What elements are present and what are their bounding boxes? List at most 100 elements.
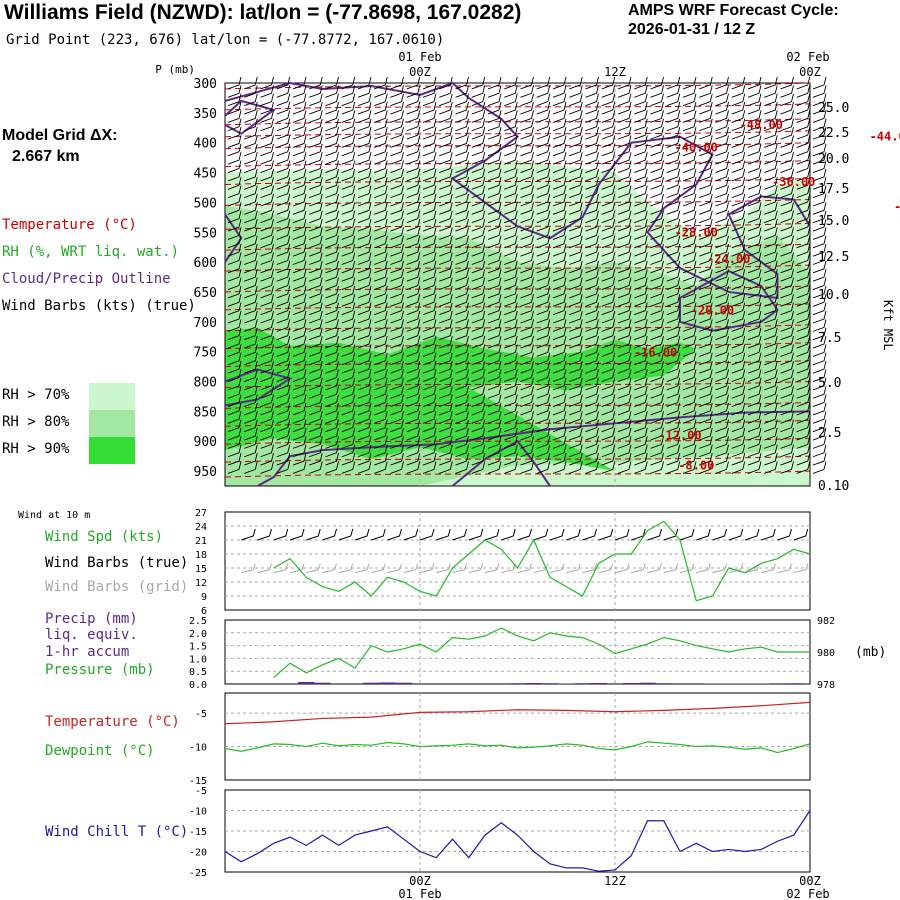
wind-barb [585, 277, 599, 290]
wind-barb [796, 244, 811, 257]
wind-barb [552, 402, 567, 416]
wind-barb [715, 277, 729, 290]
wind-barb-true [614, 528, 630, 541]
wind-barb-grid [728, 563, 744, 574]
wind-barb [552, 127, 567, 140]
wind-barb [699, 193, 713, 207]
wind-barb [780, 436, 794, 449]
wind-barb [276, 244, 291, 257]
wind-barb [569, 85, 583, 98]
wind-barb [276, 185, 291, 199]
wind-barb [764, 302, 778, 316]
wind-barb [374, 285, 388, 299]
wind-barb [439, 344, 453, 357]
wind-barb [439, 118, 453, 132]
wind-barb [812, 210, 827, 224]
wind-barb [617, 269, 632, 282]
wind-barb [276, 319, 291, 332]
wind-barb [796, 402, 811, 416]
wind-barb [634, 294, 648, 307]
wind-barb [747, 344, 762, 357]
wind-barb [357, 143, 372, 157]
wind-barb [569, 427, 583, 441]
wind-barb [406, 461, 421, 474]
wind-barb [666, 193, 681, 207]
wind-barb [617, 436, 632, 449]
wind-barb [504, 335, 518, 349]
wind-barb [552, 193, 567, 207]
wind-barb [357, 218, 372, 232]
wind-barb [357, 452, 372, 466]
wind-barb [422, 143, 437, 157]
wind-barb [260, 118, 274, 132]
wind-barb [601, 294, 616, 307]
wind-barb [504, 85, 518, 98]
wind-barb [536, 394, 551, 408]
wind-barb [390, 118, 404, 132]
wind-barb [585, 260, 599, 274]
wind-barb [455, 411, 469, 424]
wind-barb [715, 319, 729, 332]
wind-barb [471, 461, 486, 474]
wind-barb [731, 285, 746, 299]
wind-barb [634, 319, 648, 332]
isotherm-label: -36.00 [772, 175, 815, 189]
wind-barb [682, 310, 697, 324]
wind-barb [471, 152, 486, 165]
wind-barb [569, 335, 583, 349]
wind-barb [292, 168, 307, 182]
wind-barb [406, 93, 421, 107]
wind-barb [439, 101, 453, 115]
wind-barb [715, 419, 729, 433]
wind-barb [439, 411, 453, 424]
wind-barb [390, 210, 404, 224]
wind-barb [780, 135, 794, 148]
wind-barb [227, 319, 242, 332]
wind-barb [276, 93, 291, 107]
wind-barb [812, 160, 827, 173]
wind-barb [504, 277, 518, 290]
wind-barb-true [289, 528, 305, 541]
wind-barb [390, 101, 404, 115]
wind-barb [634, 386, 648, 399]
pressure-tick-label: 800 [194, 376, 217, 391]
wind-barb [309, 344, 323, 357]
wind-barb [585, 461, 599, 474]
wind-barb [227, 377, 242, 391]
wind-barb [617, 152, 632, 165]
wind-barb [422, 427, 437, 441]
wind-barb [487, 143, 502, 157]
wind-barb [325, 411, 339, 424]
height-tick-label: 2.5 [818, 426, 841, 441]
wind-barb [406, 202, 421, 215]
wind-barb [601, 152, 616, 165]
wind-barb [276, 269, 291, 282]
wind-barb-true [322, 528, 337, 541]
wind-barb [634, 461, 648, 474]
pressure-tick-label: 300 [194, 77, 217, 92]
wind-barb [569, 269, 583, 282]
wind-barb [552, 361, 567, 374]
wind-barb [276, 160, 291, 173]
wind-barb [406, 177, 421, 190]
wind-barb [471, 227, 486, 240]
wind-barb [747, 135, 762, 148]
wind-barb [520, 252, 534, 265]
wind-barb [520, 344, 534, 357]
wind-barb [455, 452, 469, 466]
wind-barb [634, 244, 648, 257]
pressure-tick-label: 500 [194, 196, 217, 211]
wind-barb [715, 452, 729, 466]
wind-barb-grid [436, 563, 451, 574]
wind-barb [764, 419, 778, 433]
wind-barb [471, 436, 486, 449]
wind-barb [422, 193, 437, 207]
wind-barb [796, 85, 811, 98]
wind-barb [682, 444, 697, 458]
wind-barb [617, 218, 632, 232]
wind-barb [487, 193, 502, 207]
wind-barb [439, 152, 453, 165]
wind-barb [520, 361, 534, 374]
wind-barb [796, 118, 811, 132]
wind-barb [569, 277, 583, 290]
